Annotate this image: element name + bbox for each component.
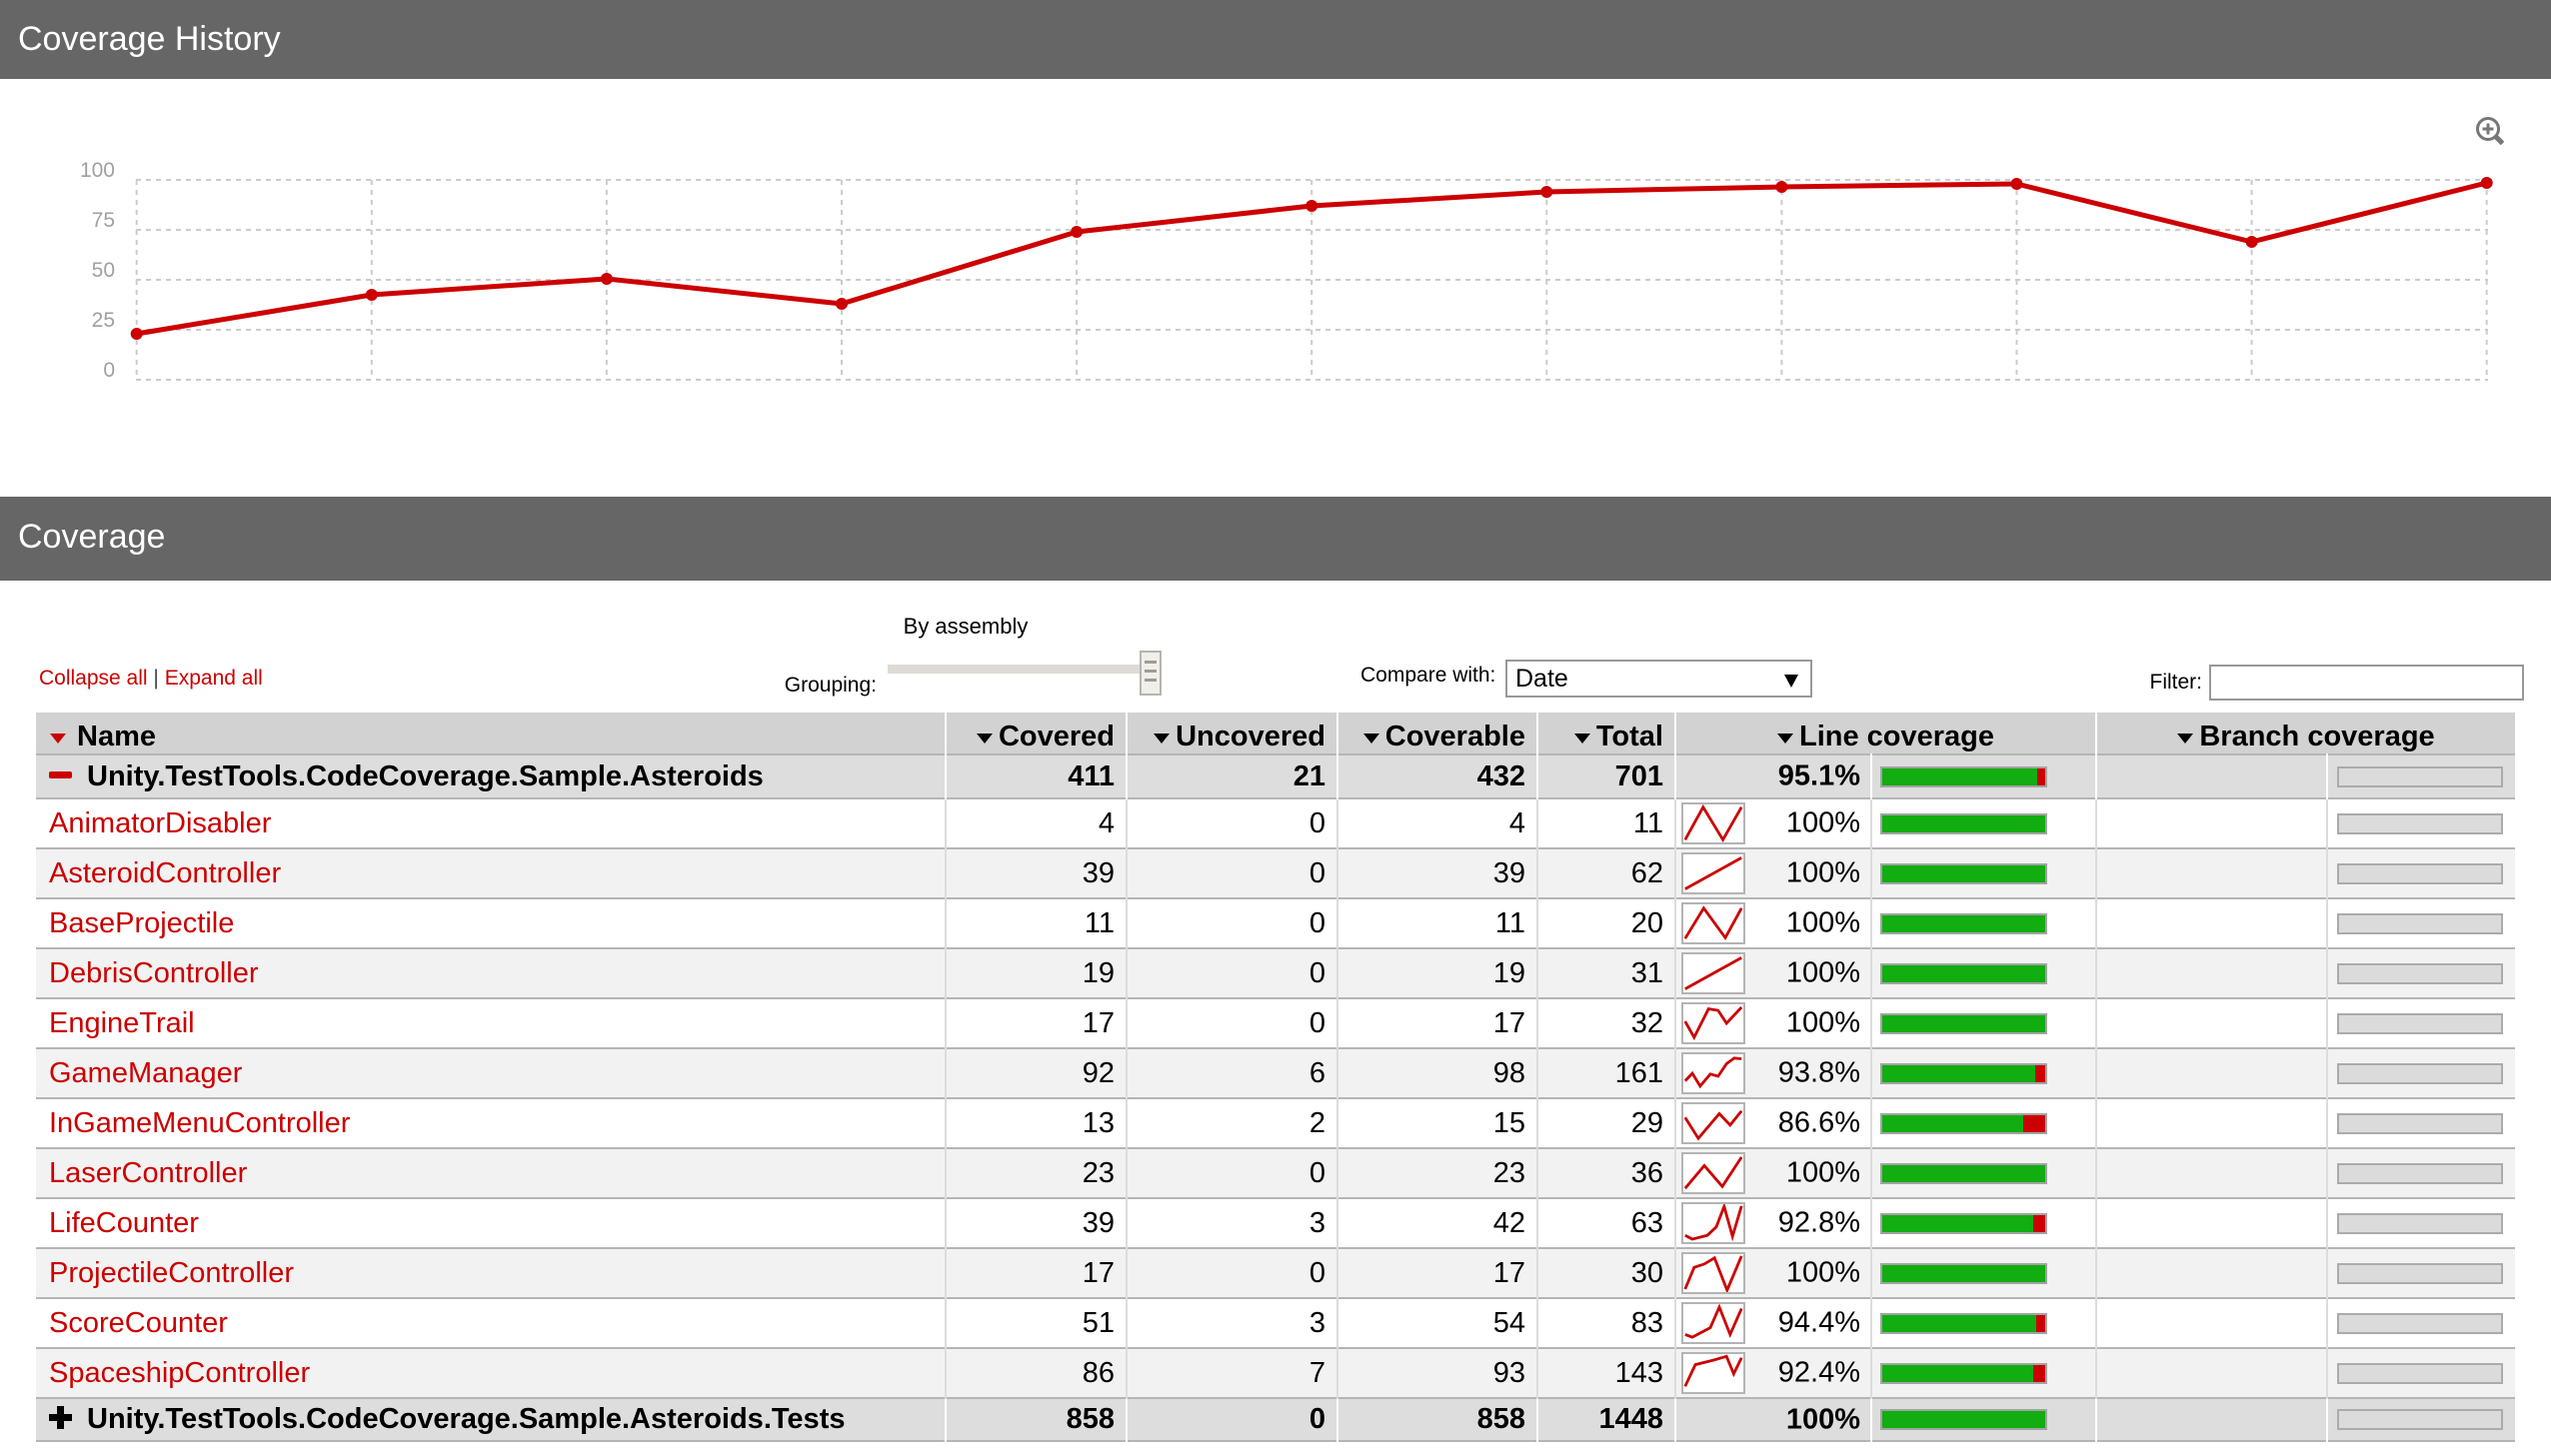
svg-text:0: 0 xyxy=(103,359,115,382)
svg-text:100: 100 xyxy=(80,159,115,182)
svg-text:50: 50 xyxy=(92,259,115,282)
svg-text:25: 25 xyxy=(92,309,115,332)
svg-text:75: 75 xyxy=(92,209,115,232)
